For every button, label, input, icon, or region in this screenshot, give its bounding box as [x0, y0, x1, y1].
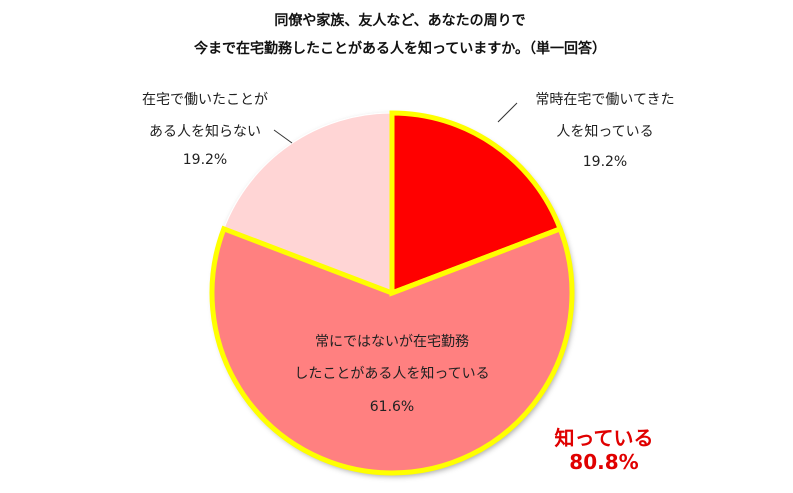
chart-subtitle: 今まで在宅勤務したことがある人を知っていますか。（単一回答） — [193, 41, 607, 57]
slice-label: 在宅で働いたことが ある人を知らない — [142, 92, 268, 140]
value-label: 19.2% — [582, 154, 628, 170]
chart-title: 同僚や家族、友人など、あなたの周りで — [274, 13, 526, 29]
annotation: 80.8% — [569, 450, 639, 474]
slice-highlight — [209, 225, 575, 476]
slice-highlight — [389, 110, 564, 297]
slice-label: 常にではないが在宅勤務 したことがある人を知っている — [294, 334, 490, 382]
value-label: 19.2% — [182, 152, 228, 168]
annotation: 知っている — [554, 426, 654, 450]
leader-line — [273, 129, 293, 144]
value-label: 61.6% — [369, 399, 415, 415]
slice-label: 常時在宅で働いてきた 人を知っている — [535, 92, 675, 140]
pie-slice — [223, 112, 393, 294]
leader-line — [497, 102, 518, 123]
